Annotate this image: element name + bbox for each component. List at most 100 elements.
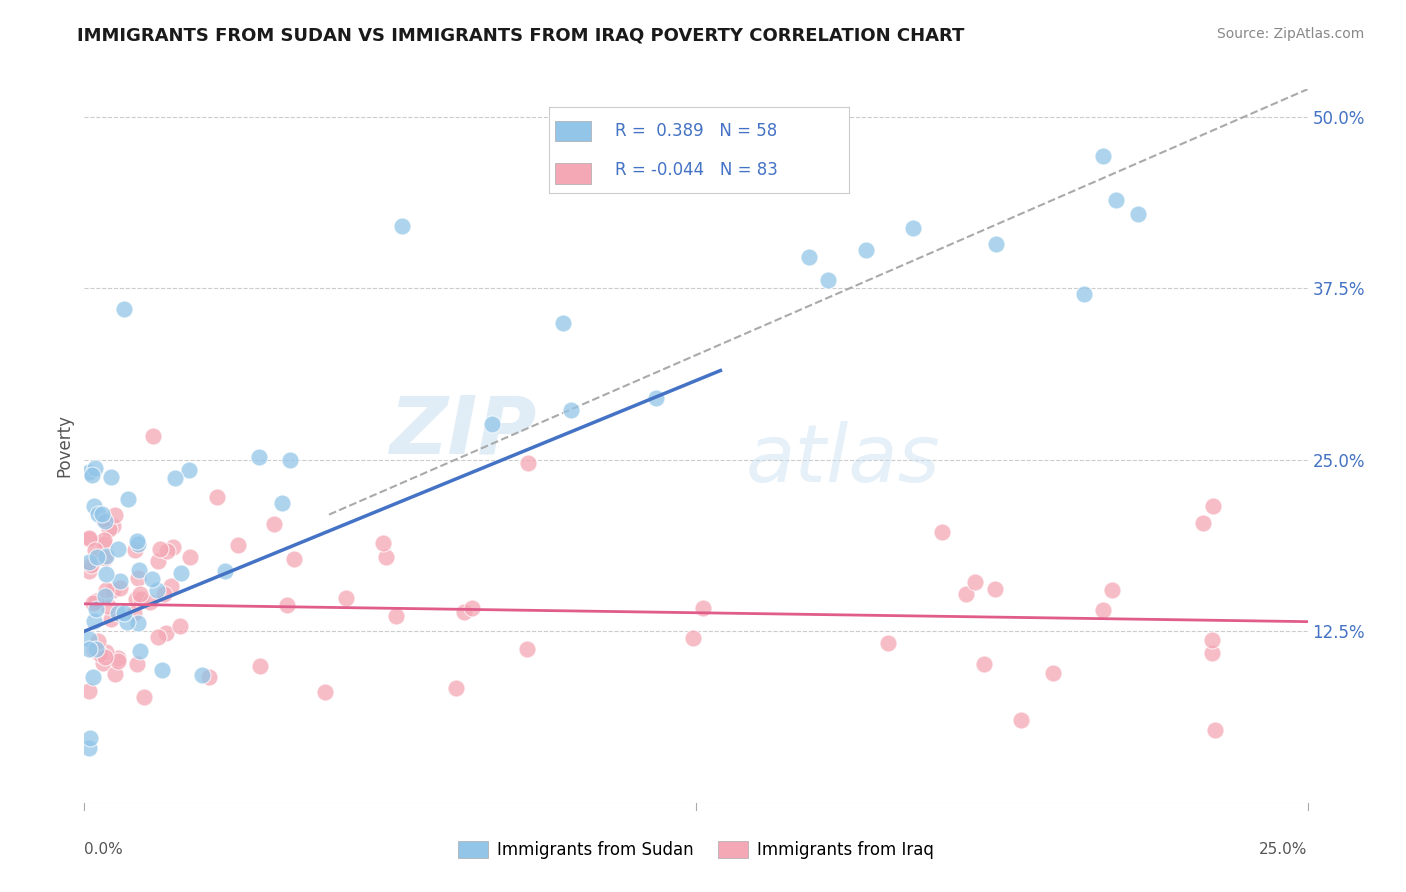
Text: 0.0%: 0.0% xyxy=(84,842,124,857)
Point xyxy=(82,597,104,611)
Point xyxy=(87,507,110,521)
Point xyxy=(100,612,122,626)
Point xyxy=(1010,713,1032,727)
Point xyxy=(128,587,150,601)
Point xyxy=(335,591,357,606)
Point xyxy=(385,608,408,623)
Text: atlas: atlas xyxy=(745,421,941,500)
Point xyxy=(84,601,107,615)
Point xyxy=(179,550,201,565)
Point xyxy=(375,549,398,564)
Point xyxy=(84,460,107,475)
Point xyxy=(156,544,179,558)
Point xyxy=(101,519,124,533)
Point xyxy=(150,663,173,677)
Point xyxy=(1101,583,1123,598)
Point xyxy=(516,641,538,656)
Point xyxy=(117,491,139,506)
Point xyxy=(87,634,110,648)
Point xyxy=(453,605,475,619)
Point xyxy=(214,564,236,578)
Point xyxy=(129,591,152,606)
Text: 25.0%: 25.0% xyxy=(1260,842,1308,857)
Point xyxy=(955,587,977,601)
Point xyxy=(1201,646,1223,660)
Point xyxy=(461,601,484,615)
Point xyxy=(80,468,103,483)
Point xyxy=(817,273,839,287)
Point xyxy=(125,534,148,549)
Point xyxy=(481,417,503,431)
Point xyxy=(692,600,714,615)
Point xyxy=(93,533,115,547)
Point xyxy=(249,658,271,673)
Point xyxy=(283,552,305,566)
Point xyxy=(77,465,100,479)
Point xyxy=(108,574,131,588)
Point xyxy=(973,657,995,672)
Point xyxy=(444,681,467,695)
Point xyxy=(107,606,129,620)
Point xyxy=(963,575,986,590)
Point xyxy=(107,542,129,557)
Point xyxy=(77,740,100,755)
Point xyxy=(931,524,953,539)
Point xyxy=(124,591,146,606)
Point xyxy=(86,550,108,565)
Point xyxy=(98,523,121,537)
Point xyxy=(155,626,177,640)
Legend: Immigrants from Sudan, Immigrants from Iraq: Immigrants from Sudan, Immigrants from I… xyxy=(451,834,941,866)
Point xyxy=(127,615,149,630)
Point xyxy=(84,543,107,558)
Point xyxy=(139,594,162,608)
Point xyxy=(1092,149,1115,163)
Point xyxy=(124,543,146,558)
Point xyxy=(391,219,413,234)
Point xyxy=(83,643,105,657)
Point xyxy=(1128,207,1150,221)
Point xyxy=(198,670,221,684)
Point xyxy=(94,645,117,659)
Point xyxy=(125,657,148,671)
Point xyxy=(314,685,336,699)
Point xyxy=(517,456,540,470)
Point xyxy=(162,540,184,554)
Point xyxy=(1204,723,1226,738)
Point xyxy=(93,589,115,603)
Point xyxy=(877,635,900,649)
Point xyxy=(114,606,136,620)
Point xyxy=(146,630,169,644)
Point xyxy=(94,567,117,582)
Point xyxy=(901,221,924,235)
Point xyxy=(1042,665,1064,680)
Point xyxy=(83,500,105,514)
Point xyxy=(97,599,120,614)
Point xyxy=(104,667,127,681)
Point xyxy=(77,531,100,545)
Point xyxy=(984,237,1007,252)
Point xyxy=(644,391,666,405)
Point xyxy=(80,558,103,572)
Point xyxy=(128,564,150,578)
Point xyxy=(371,536,394,550)
Text: IMMIGRANTS FROM SUDAN VS IMMIGRANTS FROM IRAQ POVERTY CORRELATION CHART: IMMIGRANTS FROM SUDAN VS IMMIGRANTS FROM… xyxy=(77,27,965,45)
Point xyxy=(84,641,107,656)
Point xyxy=(152,587,174,601)
Point xyxy=(205,490,228,504)
Point xyxy=(77,642,100,657)
Point xyxy=(228,538,250,552)
Point xyxy=(91,656,114,670)
Point xyxy=(163,470,186,484)
Point xyxy=(127,537,149,551)
Point xyxy=(1105,193,1128,207)
Point xyxy=(93,514,115,528)
Point xyxy=(149,541,172,556)
Point xyxy=(83,614,105,628)
Point xyxy=(170,566,193,581)
Point xyxy=(560,403,582,417)
Point xyxy=(146,554,169,568)
Point xyxy=(93,551,115,566)
Point xyxy=(551,316,574,330)
Point xyxy=(100,470,122,484)
Y-axis label: Poverty: Poverty xyxy=(55,415,73,477)
